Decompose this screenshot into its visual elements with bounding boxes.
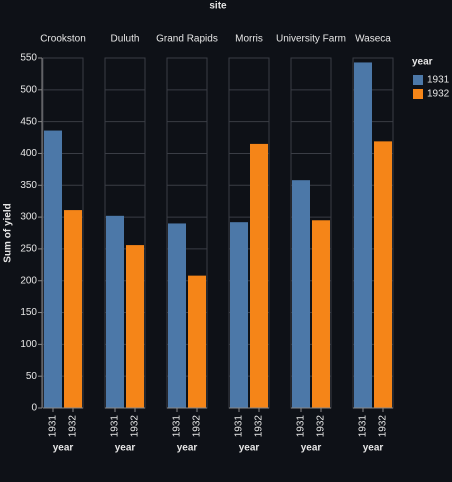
x-tick-label: 1931 bbox=[48, 415, 59, 438]
y-tick-label: 500 bbox=[20, 84, 37, 95]
y-tick-label: 250 bbox=[20, 244, 37, 255]
x-tick-label: 1931 bbox=[110, 415, 121, 438]
y-tick-label: 150 bbox=[20, 307, 37, 318]
facet-header: Morris bbox=[235, 34, 263, 45]
y-tick-label: 450 bbox=[20, 116, 37, 127]
bar bbox=[292, 180, 310, 408]
bar bbox=[44, 130, 62, 408]
x-tick-label: 1931 bbox=[172, 415, 183, 438]
bar bbox=[168, 223, 186, 408]
y-tick-label: 550 bbox=[20, 53, 37, 64]
y-tick-label: 100 bbox=[20, 339, 37, 350]
facet-header: Crookston bbox=[40, 34, 86, 45]
x-tick-label: 1932 bbox=[316, 415, 327, 438]
y-tick-label: 300 bbox=[20, 212, 37, 223]
facet-header: Waseca bbox=[355, 34, 391, 45]
x-tick-label: 1932 bbox=[68, 415, 79, 438]
x-tick-label: 1931 bbox=[234, 415, 245, 438]
facet-header: University Farm bbox=[276, 34, 346, 45]
y-tick-label: 200 bbox=[20, 275, 37, 286]
bar bbox=[126, 245, 144, 408]
y-axis-title: Sum of yield bbox=[3, 203, 14, 262]
x-tick-label: 1932 bbox=[192, 415, 203, 438]
bar bbox=[354, 62, 372, 409]
x-axis-title: year bbox=[239, 443, 260, 454]
x-tick-label: 1932 bbox=[378, 415, 389, 438]
x-tick-label: 1932 bbox=[130, 415, 141, 438]
x-axis-title: year bbox=[177, 443, 198, 454]
legend-label: 1932 bbox=[427, 89, 450, 100]
y-tick-label: 0 bbox=[31, 403, 37, 414]
x-tick-label: 1931 bbox=[358, 415, 369, 438]
facet-header: Grand Rapids bbox=[156, 34, 218, 45]
bar bbox=[312, 220, 330, 408]
x-axis-title: year bbox=[53, 443, 74, 454]
x-tick-label: 1931 bbox=[296, 415, 307, 438]
y-tick-label: 350 bbox=[20, 180, 37, 191]
legend-swatch bbox=[413, 75, 423, 85]
facet-header: Duluth bbox=[111, 34, 140, 45]
bar bbox=[188, 275, 206, 408]
x-tick-label: 1932 bbox=[254, 415, 265, 438]
x-axis-title: year bbox=[301, 443, 322, 454]
legend-label: 1931 bbox=[427, 75, 450, 86]
bar bbox=[64, 210, 82, 408]
legend-swatch bbox=[413, 89, 423, 99]
legend-title: year bbox=[412, 57, 433, 68]
y-tick-label: 400 bbox=[20, 148, 37, 159]
bar bbox=[250, 143, 268, 408]
bar bbox=[374, 141, 392, 408]
bar bbox=[230, 222, 248, 408]
facet-title: site bbox=[209, 1, 227, 12]
x-axis-title: year bbox=[115, 443, 136, 454]
y-tick-label: 50 bbox=[26, 371, 38, 382]
bar bbox=[106, 215, 124, 408]
x-axis-title: year bbox=[363, 443, 384, 454]
